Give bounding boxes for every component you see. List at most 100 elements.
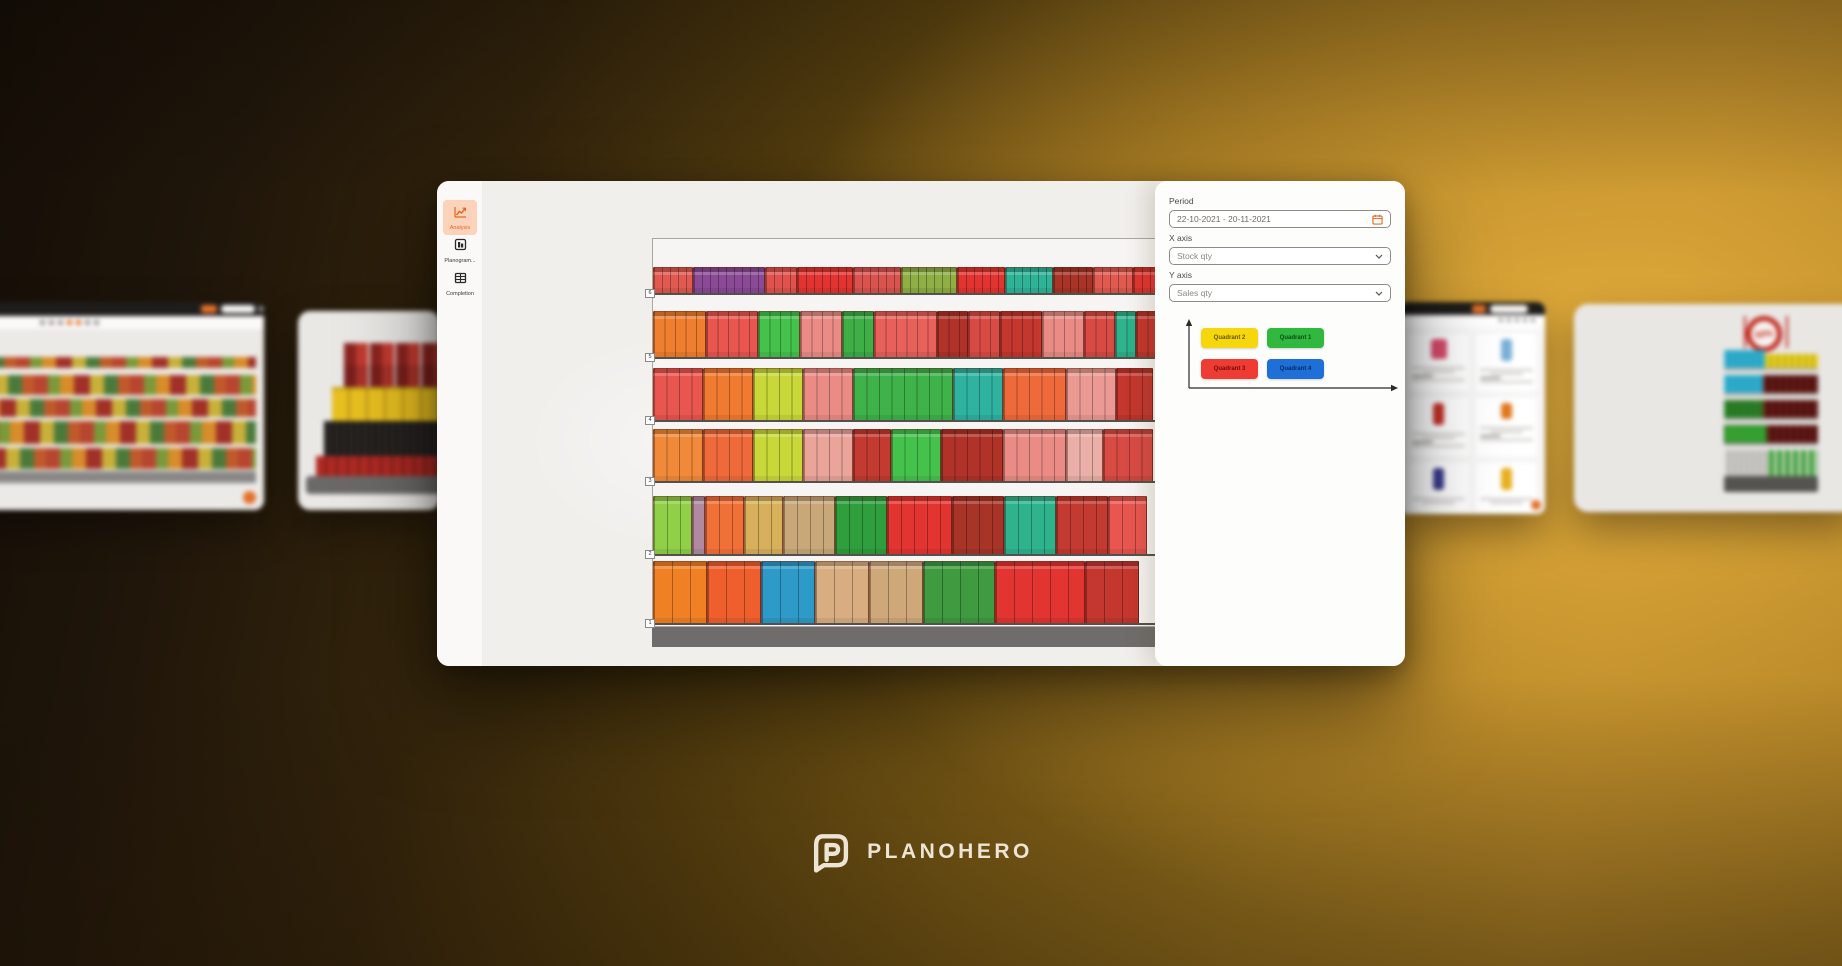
product-facings[interactable] [653,267,693,293]
product-facings[interactable] [901,267,957,293]
product-facings[interactable] [968,311,1000,357]
thumbnail-toolbar-icons [40,320,99,325]
product-facings[interactable] [873,311,937,357]
product-facings[interactable] [765,267,797,293]
quadrant-button[interactable]: Quadrant 4 [1267,359,1324,379]
product-facings[interactable] [692,496,705,554]
sidebar-item-label: Planogram... [444,258,476,264]
product-facings[interactable] [758,311,800,357]
sidebar-item-completion[interactable]: Completion [443,271,477,297]
product-facings[interactable] [999,311,1042,357]
sidebar-item-analysis[interactable]: Analysis [443,200,477,235]
product-facings[interactable] [1093,267,1133,293]
product-facings[interactable] [1103,429,1153,481]
product-facings[interactable] [1115,368,1153,420]
product-facings[interactable] [1065,368,1116,420]
product-facings[interactable] [761,561,815,623]
product-facings[interactable] [1053,267,1093,293]
product-facings[interactable] [1056,496,1108,554]
product-facings[interactable] [1133,267,1155,293]
product-facings[interactable] [835,496,887,554]
product-facings[interactable] [653,496,692,554]
product-facings[interactable] [842,311,874,357]
product-facings[interactable] [887,496,952,554]
thumbnail-fab-button [1531,500,1541,510]
product-facings[interactable] [753,368,803,420]
product-stripe [0,357,256,368]
product-facings[interactable] [653,429,703,481]
y-axis-value: Sales qty [1177,288,1212,298]
product-facings[interactable] [803,429,853,481]
y-axis-select[interactable]: Sales qty [1169,284,1391,302]
product-facings[interactable] [653,561,707,623]
shelf-line [650,481,1155,483]
product-facings[interactable] [753,429,803,481]
product-facings[interactable] [707,561,761,623]
product-facings[interactable] [653,368,703,420]
calendar-icon[interactable] [1372,214,1383,225]
product-facings[interactable] [693,267,765,293]
quadrant-button[interactable]: Quadrant 1 [1267,328,1324,348]
product-facings[interactable] [853,429,891,481]
period-input[interactable]: 22-10-2021 - 20-11-2021 [1169,210,1391,228]
product-facings[interactable] [936,311,968,357]
quadrant-button[interactable]: Quadrant 2 [1201,328,1258,348]
product-facings[interactable] [957,267,1005,293]
analysis-chart-icon [453,207,466,218]
product-facings[interactable] [1108,496,1147,554]
product-stripe [0,399,256,417]
product-card [1406,396,1471,458]
shelf-products-row [653,561,1139,623]
product-facings[interactable] [703,368,753,420]
product-facings[interactable] [853,267,901,293]
product-facings[interactable] [705,496,744,554]
sidebar-item-planogram[interactable]: Planogram... [443,238,477,264]
planohero-logo-text: PLANOHERO [867,840,1033,863]
product-facings[interactable] [1085,561,1139,623]
x-axis-select[interactable]: Stock qty [1169,247,1391,265]
product-facings[interactable] [953,368,1003,420]
quadrant-grid: Quadrant 2 Quadrant 1 Quadrant 3 Quadrant 4 [1201,328,1324,379]
rack-base [1724,476,1818,492]
quadrant-button[interactable]: Quadrant 3 [1201,359,1258,379]
product-facings[interactable] [705,311,758,357]
shelf-number-badge: 2 [645,550,655,559]
product-facings[interactable] [815,561,869,623]
product-facings[interactable] [803,368,853,420]
shelf-products-row [653,368,1153,420]
shelf: 6 [645,267,1155,298]
product-facings[interactable] [797,267,853,293]
period-value: 22-10-2021 - 20-11-2021 [1177,214,1271,224]
product-facings[interactable] [1005,267,1053,293]
product-facings[interactable] [890,429,941,481]
product-facings[interactable] [653,311,706,357]
product-facings[interactable] [744,496,783,554]
product-facings[interactable] [940,429,1003,481]
thumbnail-search-pill [1490,305,1528,313]
product-facings[interactable] [1115,311,1136,357]
thumbnail-planogram-editor [0,302,264,510]
product-facings[interactable] [853,368,953,420]
planohero-app-window: Analysis Planogram... Completion [437,181,1405,666]
product-facings[interactable] [1041,311,1084,357]
product-facings[interactable] [1136,311,1155,357]
product-facings[interactable] [800,311,842,357]
product-facings[interactable] [783,496,835,554]
product-facings[interactable] [869,561,923,623]
x-axis-label: X axis [1169,233,1193,243]
product-facings[interactable] [1003,368,1066,420]
shelf-number-badge: 4 [645,416,655,425]
product-facings[interactable] [923,561,995,623]
rack-shelves [1724,346,1818,492]
product-facings[interactable] [1004,496,1056,554]
shelf: 4 [645,368,1155,425]
product-facings[interactable] [1065,429,1103,481]
thumbnail-search-pill [221,305,255,313]
product-facings[interactable] [1003,429,1066,481]
planohero-logo: PLANOHERO [809,831,1033,873]
product-facings[interactable] [995,561,1085,623]
product-facings[interactable] [952,496,1004,554]
product-facings[interactable] [703,429,753,481]
pallet-art [304,343,444,494]
product-facings[interactable] [1083,311,1115,357]
